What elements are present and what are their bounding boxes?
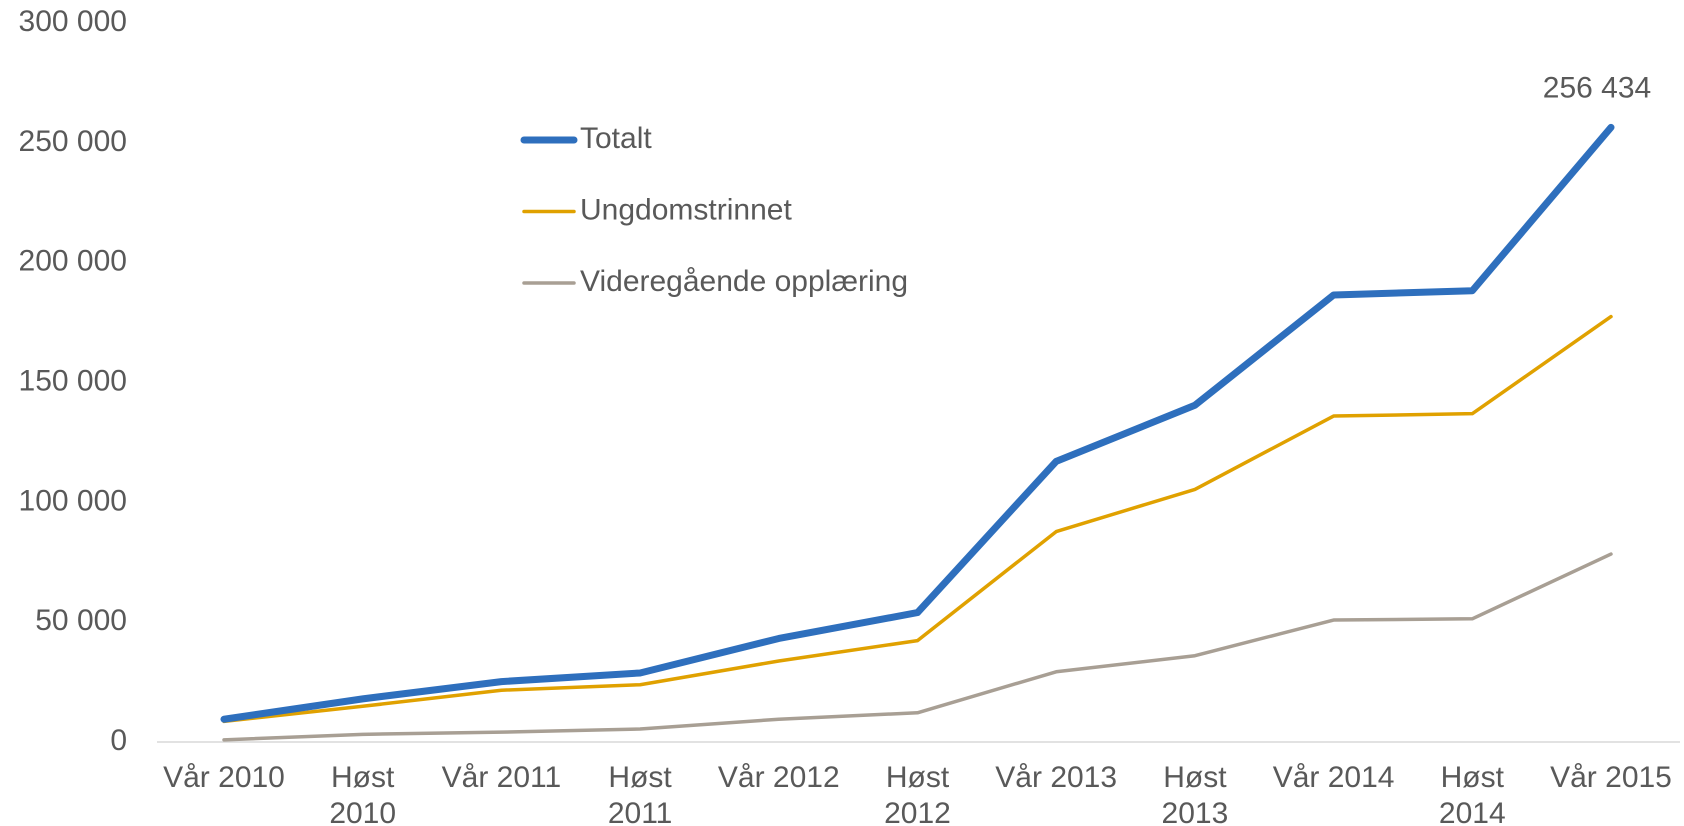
x-tick-label: Høst 2010: [329, 761, 397, 826]
y-tick-label: 300 000: [19, 5, 127, 38]
x-tick-label: Vår 2014: [1272, 761, 1395, 794]
y-tick-label: 200 000: [19, 245, 127, 278]
x-tick-label: Vår 2013: [995, 761, 1118, 794]
y-tick-label: 150 000: [19, 364, 127, 397]
x-tick-label: Høst 2011: [607, 761, 673, 826]
legend-label: Ungdomstrinnet: [580, 193, 792, 226]
x-tick-label: Vår 2010: [163, 761, 285, 794]
x-tick-label: Vår 2015: [1550, 761, 1672, 794]
y-tick-label: 100 000: [19, 484, 127, 517]
x-tick-label: Høst 2012: [884, 761, 951, 826]
legend-label: Videregående opplæring: [580, 265, 908, 298]
x-tick-label: Høst 2013: [1161, 761, 1229, 826]
y-tick-label: 50 000: [35, 604, 127, 637]
x-tick-label: Vår 2011: [441, 761, 562, 794]
x-tick-label: Høst 2014: [1438, 761, 1506, 826]
y-tick-label: 250 000: [19, 125, 127, 158]
series-line: [222, 552, 1613, 742]
data-label: 256 434: [1543, 71, 1651, 104]
x-tick-label: Vår 2012: [717, 761, 840, 794]
y-tick-label: 0: [110, 724, 127, 757]
series-line: [222, 314, 1613, 724]
legend-label: Totalt: [580, 122, 652, 155]
series-line: [220, 123, 1615, 723]
